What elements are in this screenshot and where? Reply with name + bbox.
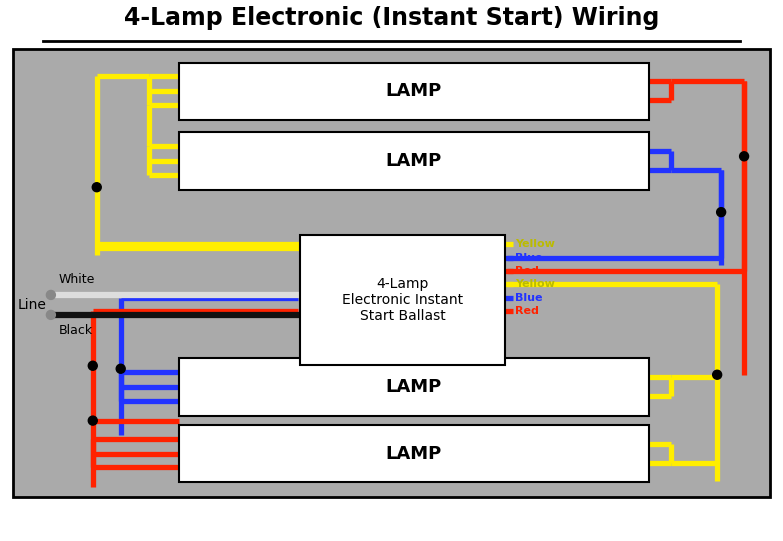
Text: Red: Red <box>514 306 539 316</box>
Bar <box>179 63 649 121</box>
Circle shape <box>716 208 726 216</box>
Text: Red: Red <box>514 266 539 276</box>
Text: Line: Line <box>18 298 47 312</box>
Text: Black: Black <box>59 324 93 337</box>
Circle shape <box>116 364 125 373</box>
Circle shape <box>88 361 97 370</box>
Text: LAMP: LAMP <box>386 445 442 463</box>
Text: Blue: Blue <box>514 293 542 303</box>
Text: LAMP: LAMP <box>386 378 442 395</box>
Circle shape <box>46 311 56 319</box>
Text: 4-Lamp Electronic (Instant Start) Wiring: 4-Lamp Electronic (Instant Start) Wiring <box>124 6 659 30</box>
Text: Yellow: Yellow <box>514 279 554 289</box>
Circle shape <box>92 183 101 192</box>
Text: LAMP: LAMP <box>386 82 442 101</box>
Bar <box>179 358 649 415</box>
Circle shape <box>713 370 722 379</box>
Bar <box>179 133 649 190</box>
Bar <box>179 425 649 483</box>
Text: LAMP: LAMP <box>386 152 442 170</box>
Bar <box>300 235 505 365</box>
Circle shape <box>88 416 97 425</box>
Circle shape <box>740 152 749 161</box>
Text: 4-Lamp
Electronic Instant
Start Ballast: 4-Lamp Electronic Instant Start Ballast <box>342 277 463 323</box>
Bar <box>13 49 770 497</box>
Text: White: White <box>59 273 96 286</box>
Text: Blue: Blue <box>514 253 542 263</box>
Circle shape <box>46 291 56 299</box>
Text: Yellow: Yellow <box>514 239 554 249</box>
